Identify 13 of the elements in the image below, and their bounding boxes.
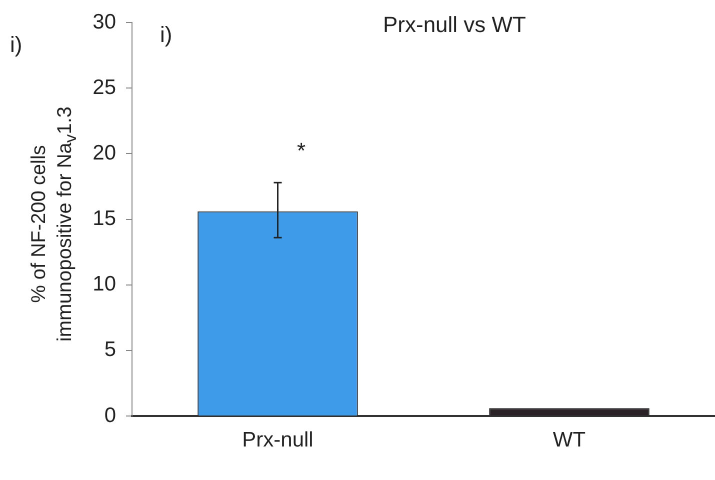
- y-tick-label: 5: [104, 338, 116, 362]
- y-tick-label: 25: [92, 76, 116, 99]
- y-tick-label: 10: [92, 272, 116, 296]
- x-tick-label: Prx-null: [242, 428, 314, 452]
- x-tick-label: WT: [552, 428, 586, 452]
- y-tick-label: 0: [104, 404, 116, 427]
- text: i): [10, 32, 22, 58]
- annotation: *: [297, 138, 306, 164]
- chart-title: Prx-null vs WT: [383, 12, 526, 38]
- y-tick-label: 30: [92, 10, 116, 34]
- y-tick-label: 15: [92, 207, 116, 230]
- annotation: i): [160, 22, 172, 48]
- y-tick-label: 20: [92, 142, 116, 165]
